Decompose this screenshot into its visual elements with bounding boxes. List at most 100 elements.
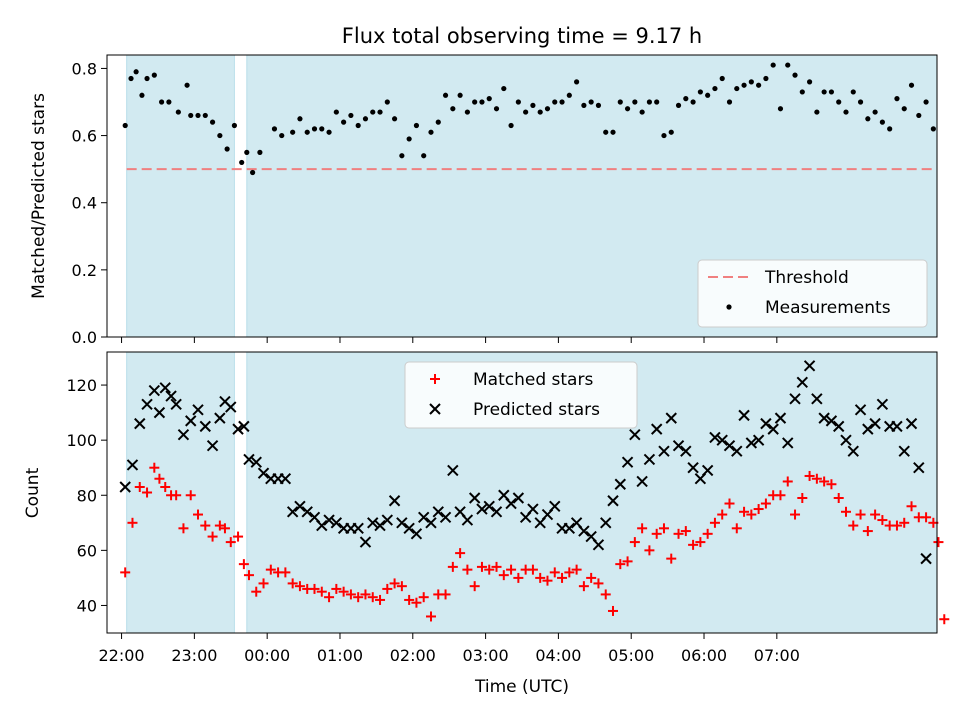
matched-star-point — [193, 509, 204, 520]
measurement-point — [559, 99, 565, 105]
predicted-star-point — [840, 434, 852, 446]
observing-window-1 — [126, 54, 235, 338]
measurement-point — [435, 119, 441, 125]
matched-star-point — [939, 614, 950, 625]
predicted-star-point — [680, 445, 692, 457]
top-ytick-label: 0.8 — [72, 59, 97, 78]
matched-star-point — [200, 520, 211, 531]
measurement-point — [857, 99, 864, 105]
predicted-star-point — [803, 360, 816, 372]
matched-star-point — [899, 517, 910, 528]
measurement-point — [872, 109, 878, 115]
matched-star-point — [608, 605, 619, 616]
matched-star-point — [160, 481, 171, 492]
measurement-point — [705, 92, 711, 98]
predicted-star-point — [876, 398, 889, 411]
measurement-point — [792, 72, 798, 78]
measurement-point — [333, 109, 339, 115]
top-y-axis: 0.0 0.2 0.4 0.6 0.8 — [72, 59, 107, 347]
measurement-point — [617, 99, 623, 105]
x-tick-label: 23:00 — [171, 646, 217, 665]
predicted-star-point — [665, 412, 677, 424]
matched-star-point — [586, 572, 597, 583]
top-legend: Threshold Measurements — [697, 259, 928, 328]
matched-star-point — [225, 537, 236, 548]
top-ylabel: Matched/Predicted stars — [29, 93, 49, 299]
x-tick-label: 01:00 — [317, 646, 363, 665]
bottom-ytick-label: 120 — [66, 376, 97, 395]
predicted-star-point — [607, 495, 619, 507]
matched-star-point — [142, 487, 153, 498]
matched-star-point — [447, 561, 458, 572]
measurement-point — [457, 92, 463, 98]
measurement-point — [297, 116, 303, 122]
predicted-star-point — [461, 514, 474, 526]
matched-star-point — [578, 581, 589, 592]
predicted-star-point — [225, 401, 237, 413]
matched-star-point — [154, 473, 165, 484]
measurement-point — [311, 126, 318, 132]
measurement-point — [355, 122, 361, 129]
matched-star-point — [833, 493, 844, 504]
measurement-point — [384, 99, 390, 105]
measurement-point — [348, 112, 354, 119]
measurement-point — [770, 62, 776, 68]
measurement-point — [217, 132, 223, 139]
bottom-y-axis: 40 60 80 100 120 — [66, 376, 107, 615]
predicted-star-point — [687, 461, 699, 474]
matched-star-point — [476, 561, 487, 572]
measurement-point — [624, 106, 631, 112]
measurement-point — [175, 109, 181, 115]
top-legend-box — [697, 259, 928, 328]
predicted-star-point — [818, 412, 830, 424]
predicted-star-point — [767, 423, 779, 435]
matched-star-point — [287, 578, 298, 589]
measurement-point — [406, 136, 412, 142]
predicted-star-point — [323, 514, 335, 526]
matched-star-point — [848, 520, 859, 531]
measurement-point — [865, 116, 871, 122]
x-tick-label: 05:00 — [608, 646, 654, 665]
predicted-star-point — [723, 439, 736, 452]
predicted-star-point — [796, 376, 809, 389]
predicted-star-point — [527, 503, 539, 515]
matched-star-point — [571, 564, 582, 575]
top-plot-frame — [106, 54, 938, 338]
matched-star-point — [425, 611, 436, 622]
top-panel: 0.00.20.40.60.8 Matched/Predicted stars … — [29, 54, 938, 347]
matched-star-point — [877, 515, 888, 526]
matched-star-point — [469, 581, 480, 592]
measurement-legend-label: Measurements — [765, 298, 891, 318]
bottom-plot-frame — [106, 351, 938, 634]
predicted-star-point — [119, 481, 131, 493]
measurement-point — [151, 72, 157, 78]
measurement-point — [257, 149, 263, 155]
matched-star-point — [840, 506, 851, 517]
measurement-point — [930, 126, 936, 132]
predicted-star-point — [418, 511, 430, 524]
matched-star-point — [666, 553, 677, 564]
measurement-point — [224, 146, 230, 152]
predicted-star-point — [709, 431, 721, 444]
measurement-point — [271, 126, 278, 132]
matched-star-point — [396, 581, 407, 592]
measurement-point — [166, 99, 172, 105]
measurement-point — [279, 132, 285, 139]
matched-star-point — [134, 481, 145, 492]
matched-star-point — [309, 583, 320, 594]
matched-star-point — [535, 572, 546, 583]
measurement-point — [916, 112, 922, 119]
measurement-point — [763, 75, 769, 82]
matched-star-point — [688, 539, 699, 550]
matched-star-point — [933, 537, 944, 548]
measurement-point — [712, 85, 718, 92]
measurement-point — [595, 102, 602, 108]
predicted-star-point — [294, 500, 306, 512]
predicted-star-point — [170, 398, 182, 411]
measurement-point — [901, 106, 907, 112]
measurement-point — [836, 99, 842, 105]
matched-star-point — [658, 523, 669, 534]
measurement-point — [748, 79, 754, 85]
matched-star-point — [484, 564, 495, 575]
